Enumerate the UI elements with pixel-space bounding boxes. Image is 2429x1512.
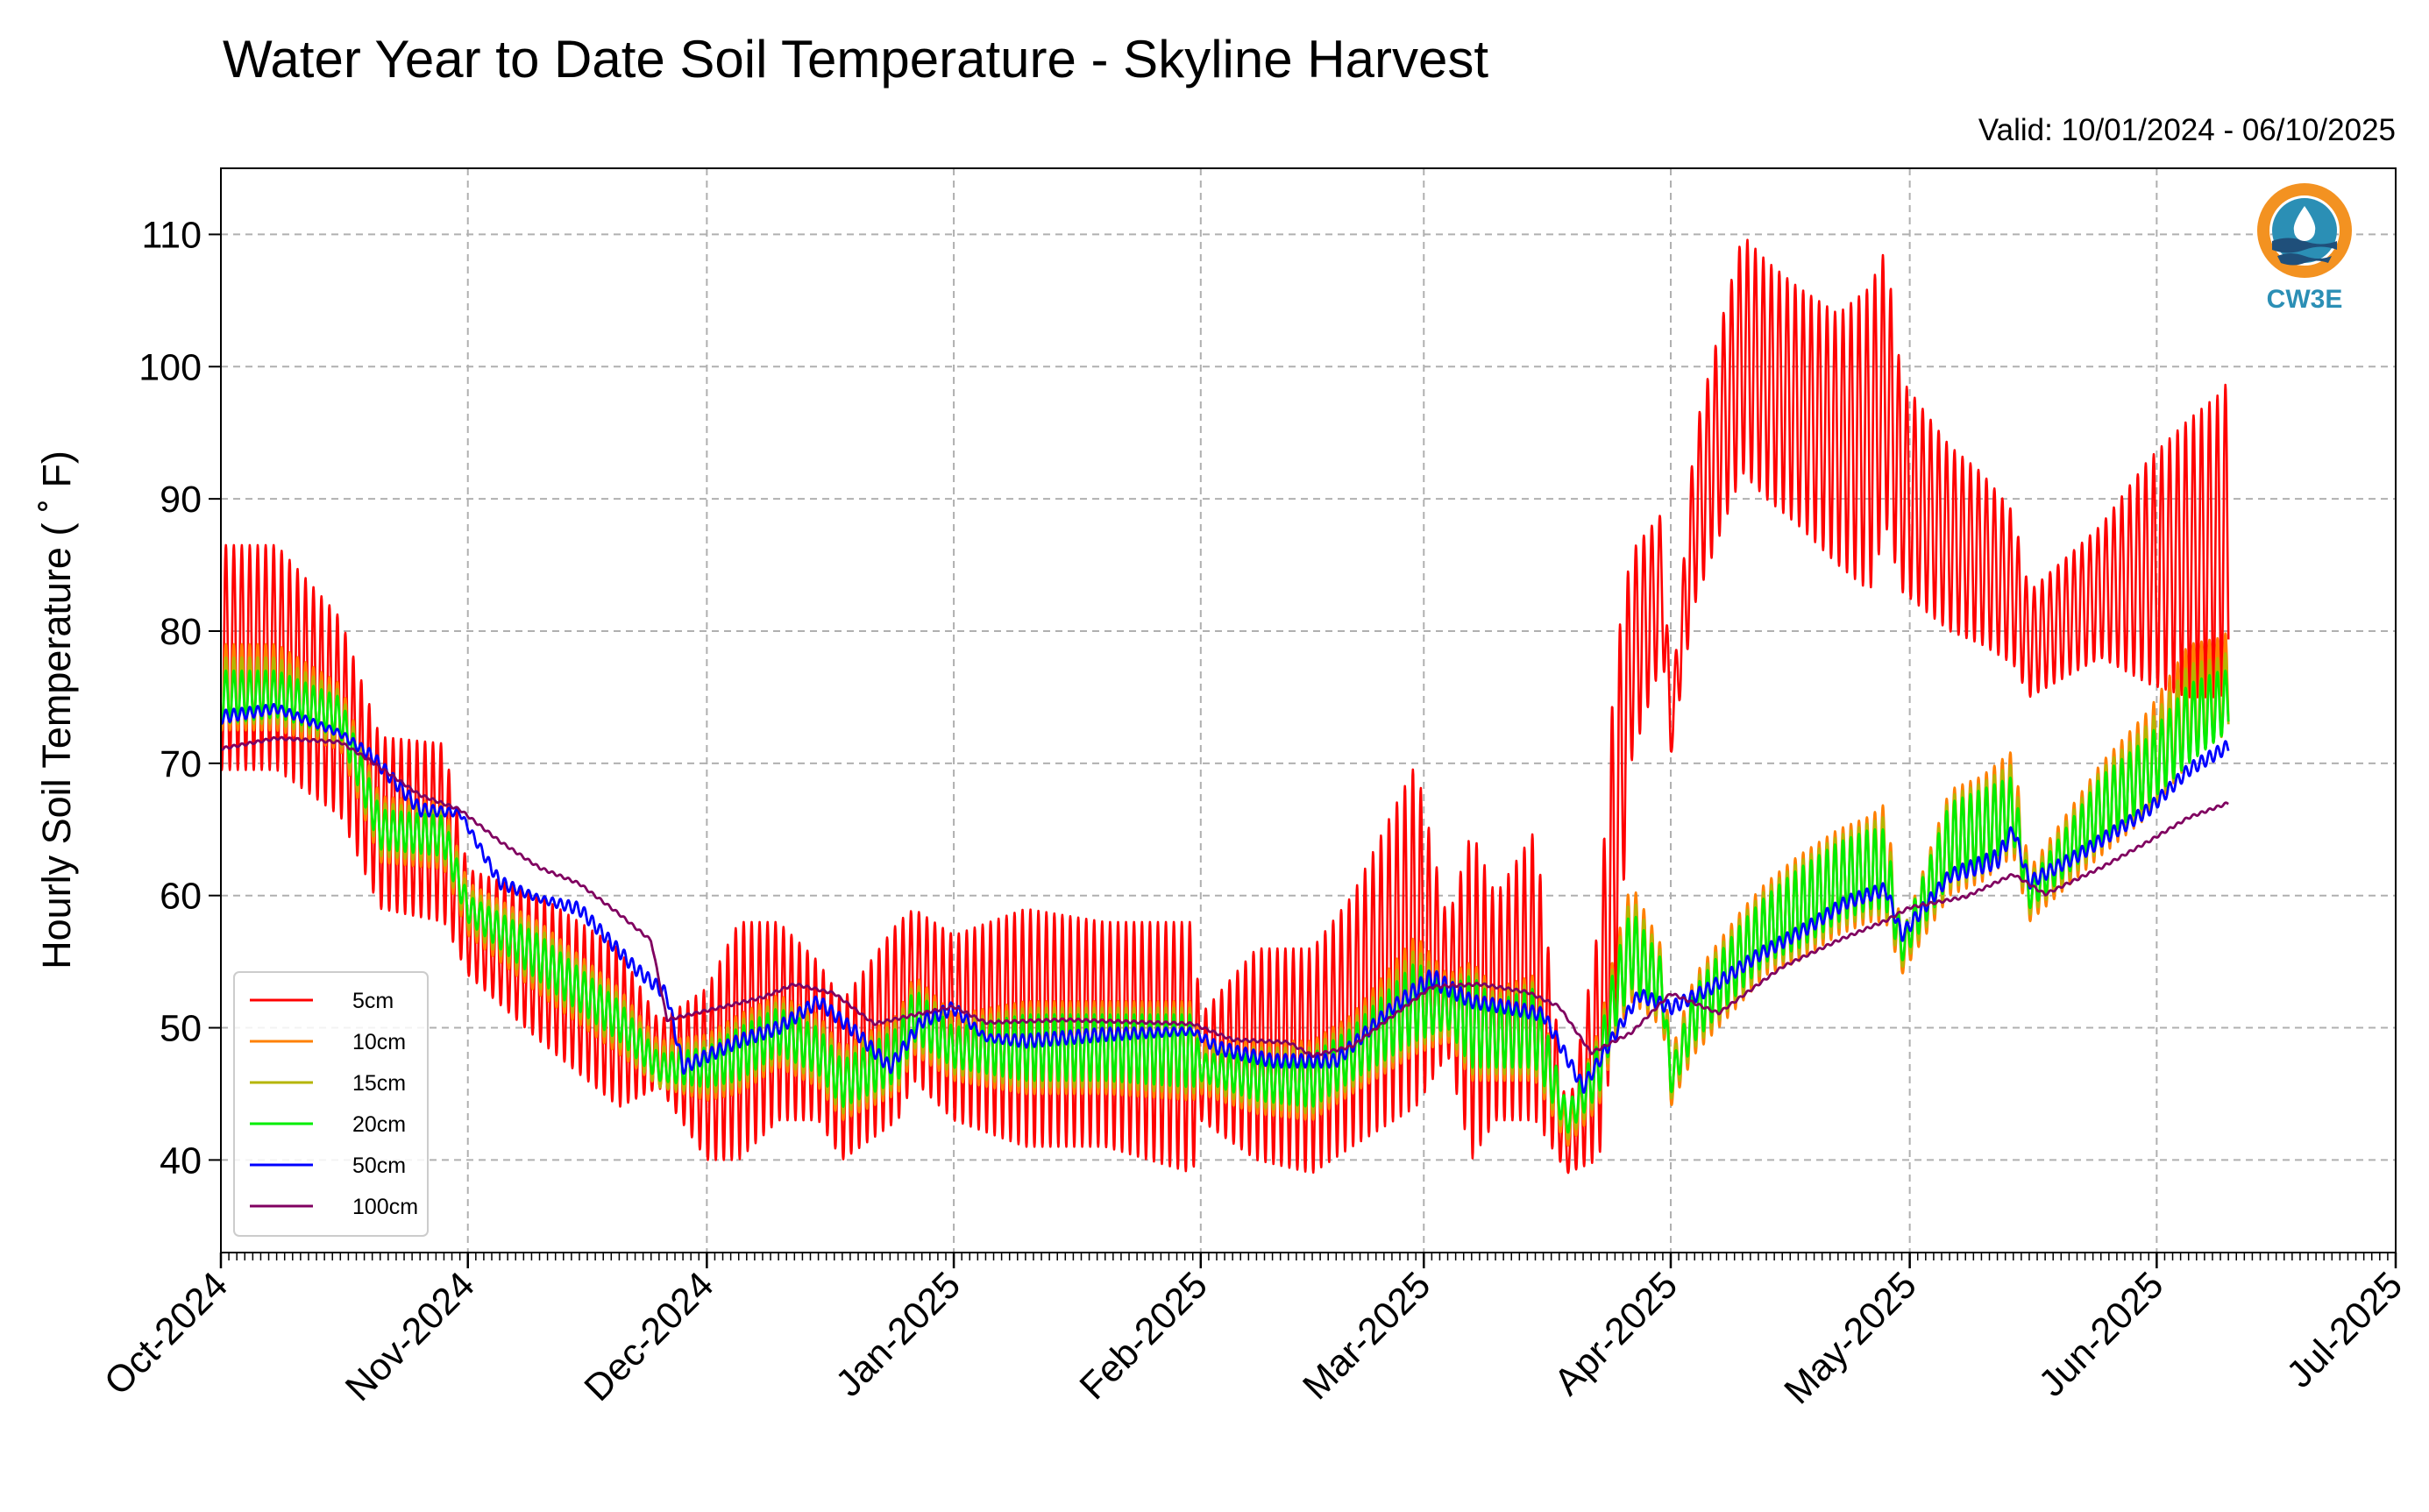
series-line-5cm xyxy=(221,238,2230,1175)
series-lines xyxy=(221,238,2230,1175)
legend-box xyxy=(233,971,429,1237)
y-axis-label: Hourly Soil Temperature ( ˚ F) xyxy=(34,451,79,969)
chart-title: Water Year to Date Soil Temperature - Sk… xyxy=(223,30,1488,89)
y-tick-label: 90 xyxy=(160,479,202,521)
y-tick-label: 80 xyxy=(160,611,202,653)
legend-label-15cm: 15cm xyxy=(352,1071,406,1096)
x-tick-label: Nov-2024 xyxy=(337,1264,483,1409)
series-line-100cm xyxy=(221,735,2230,1058)
x-tick-label: Oct-2024 xyxy=(96,1264,236,1403)
legend: 5cm 10cm 15cm 20cm 50cm 100cm xyxy=(233,971,429,1237)
axes: 40 50 60 70 80 90 100 110 Oct-2024 Nov-2024 Dec-20… xyxy=(96,167,2411,1412)
x-tick-label: Jan-2025 xyxy=(827,1264,969,1405)
x-tick-label: Mar-2025 xyxy=(1295,1264,1438,1408)
logo-text: CW3E xyxy=(2267,285,2343,314)
y-tick-label: 60 xyxy=(160,876,202,918)
legend-label-10cm: 10cm xyxy=(352,1030,406,1054)
valid-date-range: Valid: 10/01/2024 - 06/10/2025 xyxy=(1978,113,2396,147)
legend-label-5cm: 5cm xyxy=(352,989,394,1013)
y-tick-label: 50 xyxy=(160,1008,202,1050)
x-tick-label: Jul-2025 xyxy=(2278,1264,2411,1396)
legend-label-50cm: 50cm xyxy=(352,1154,406,1178)
cw3e-logo: CW3E xyxy=(2257,183,2352,314)
x-tick-label: Feb-2025 xyxy=(1072,1264,1216,1408)
water-drop-icon xyxy=(2293,206,2316,241)
x-tick-label: May-2025 xyxy=(1777,1264,1925,1412)
grid-lines xyxy=(220,168,2397,1253)
x-tick-label: Jun-2025 xyxy=(2031,1264,2172,1405)
y-tick-label: 110 xyxy=(141,214,202,256)
x-tick-label: Apr-2025 xyxy=(1546,1264,1686,1403)
plot-frame xyxy=(220,167,2397,1253)
logo-ring xyxy=(2257,183,2352,278)
y-tick-label: 40 xyxy=(160,1139,202,1182)
legend-label-20cm: 20cm xyxy=(352,1112,406,1137)
legend-label-100cm: 100cm xyxy=(352,1195,418,1219)
y-tick-label: 100 xyxy=(138,346,202,388)
x-tick-label: Dec-2024 xyxy=(577,1264,722,1409)
series-line-20cm xyxy=(221,669,2230,1134)
y-tick-label: 70 xyxy=(160,743,202,785)
